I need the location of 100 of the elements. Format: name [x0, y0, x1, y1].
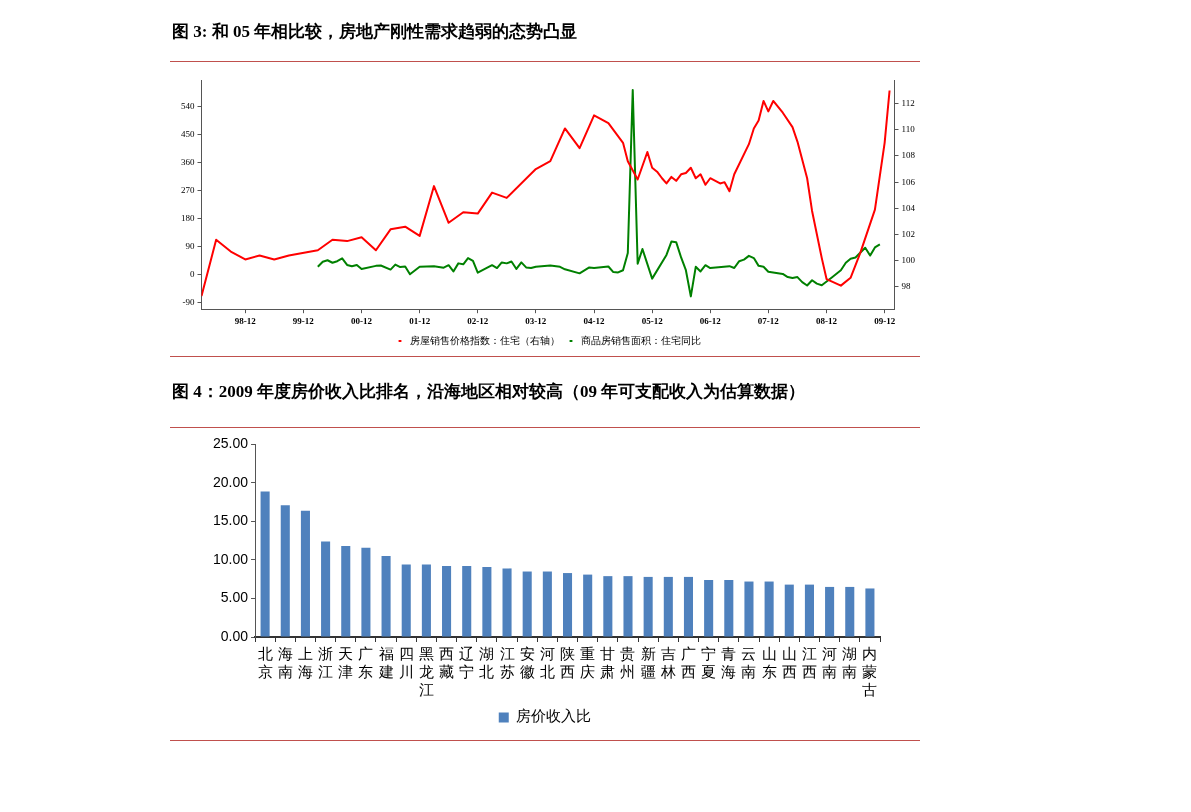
x-tick-label: 湖北	[479, 645, 495, 680]
x-tick-label: 湖南	[842, 645, 858, 680]
x-tick-label: 四川	[398, 645, 414, 680]
x-tick-label: 河南	[822, 645, 838, 680]
y-tick-label: 20.00	[212, 473, 249, 490]
bar	[260, 491, 270, 637]
x-tick-label: 广西	[680, 645, 696, 680]
bar	[542, 571, 552, 637]
bar	[462, 566, 472, 637]
bar	[300, 510, 310, 637]
x-tick-label: 内蒙古	[862, 645, 878, 698]
x-tick-label: 广东	[358, 645, 374, 680]
bar	[704, 579, 714, 637]
y2-tick-label: 104	[901, 202, 916, 213]
x-tick-label: 天津	[338, 645, 354, 680]
y-tick-label: -90	[182, 297, 195, 308]
legend-label: 房价收入比	[516, 708, 592, 725]
y-tick-label: 0.00	[220, 627, 249, 644]
y-tick-label: 0	[190, 269, 195, 280]
bar	[583, 574, 593, 637]
bar	[381, 556, 391, 637]
y-tick-label: 360	[181, 157, 195, 167]
y2-tick-label: 98	[901, 281, 911, 292]
x-tick-label: 09-12	[874, 315, 896, 326]
bar	[280, 505, 290, 637]
x-tick-label: 03-12	[525, 315, 547, 326]
x-tick-label: 江西	[801, 645, 817, 680]
y-tick-label: 540	[181, 100, 195, 111]
x-tick-label: 98-12	[234, 315, 257, 326]
y-tick-label: 180	[181, 213, 195, 224]
y-tick-label: 90	[185, 241, 195, 252]
bar	[784, 584, 794, 637]
x-tick-label: 海南	[277, 645, 293, 680]
x-tick-label: 辽宁	[459, 645, 475, 680]
x-tick-label: 浙江	[318, 645, 334, 680]
bar	[341, 546, 351, 637]
y-tick-label: 10.00	[212, 550, 249, 567]
y2-tick-label: 102	[901, 228, 915, 239]
y-tick-label: 5.00	[220, 589, 249, 606]
x-tick-label: 新疆	[640, 645, 656, 680]
x-tick-label: 青海	[721, 645, 737, 680]
bar	[321, 541, 331, 637]
bar	[845, 586, 855, 637]
bar	[361, 547, 371, 637]
x-tick-label: 99-12	[292, 315, 315, 326]
x-tick-label: 云南	[741, 645, 757, 680]
bar	[683, 576, 694, 637]
x-tick-label: 山西	[781, 645, 797, 680]
x-tick-label: 00-12	[351, 315, 373, 326]
x-tick-label: 北京	[257, 645, 273, 680]
y-tick-label: 15.00	[212, 512, 249, 529]
bar	[502, 568, 512, 637]
bar	[442, 566, 452, 637]
x-tick-label: 江苏	[499, 645, 515, 680]
x-tick-label: 07-12	[757, 315, 780, 326]
x-tick-label: 上海	[297, 645, 313, 680]
x-tick-label: 福建	[377, 645, 394, 680]
y-tick-label: 450	[181, 128, 195, 139]
x-tick-label: 安徽	[519, 645, 535, 680]
x-tick-label: 吉林	[659, 645, 676, 680]
x-tick-label: 宁夏	[701, 645, 717, 680]
x-tick-label: 甘肃	[600, 645, 616, 680]
x-tick-label: 02-12	[467, 315, 489, 326]
x-tick-label: 西藏	[439, 645, 455, 680]
y2-tick-label: 108	[901, 150, 916, 161]
x-tick-label: 贵州	[620, 645, 636, 680]
bar	[663, 576, 673, 637]
x-tick-label: 重庆	[580, 645, 596, 680]
bar	[421, 564, 431, 637]
bar	[482, 566, 492, 637]
bar	[724, 579, 734, 637]
legend-label: 房屋销售价格指数：住宅（右轴）	[410, 334, 560, 346]
bar	[825, 586, 835, 637]
x-tick-label: 08-12	[816, 315, 838, 326]
bar	[623, 576, 633, 637]
x-tick-label: 陕西	[560, 645, 576, 680]
y-tick-label: 270	[181, 185, 195, 196]
bar	[603, 576, 613, 637]
x-tick-label: 黑龙江	[418, 645, 434, 698]
x-tick-label: 山东	[761, 645, 777, 680]
x-tick-label: 06-12	[699, 315, 722, 326]
y2-tick-label: 110	[901, 124, 916, 135]
bar	[401, 564, 411, 637]
bar	[562, 573, 573, 637]
x-tick-label: 01-12	[409, 315, 431, 326]
x-tick-label: 河北	[539, 645, 555, 680]
y2-tick-label: 112	[901, 97, 915, 108]
bar	[804, 584, 814, 637]
y2-tick-label: 106	[901, 176, 916, 187]
x-tick-label: 05-12	[641, 315, 664, 326]
x-tick-label: 04-12	[583, 315, 606, 326]
bar	[764, 581, 774, 637]
y-tick-label: 25.00	[212, 435, 249, 452]
bar	[744, 581, 754, 637]
legend-label: 商品房销售面积：住宅同比	[581, 334, 701, 346]
bar	[643, 576, 653, 637]
chart-title: 图 4：2009 年度房价收入比排名，沿海地区相对较高（09 年可支配收入为估算数据）	[172, 381, 806, 403]
chart-title: 图 3: 和 05 年相比较，房地产刚性需求趋弱的态势凸显	[172, 21, 578, 43]
y2-tick-label: 100	[901, 255, 916, 266]
bar	[865, 588, 875, 637]
